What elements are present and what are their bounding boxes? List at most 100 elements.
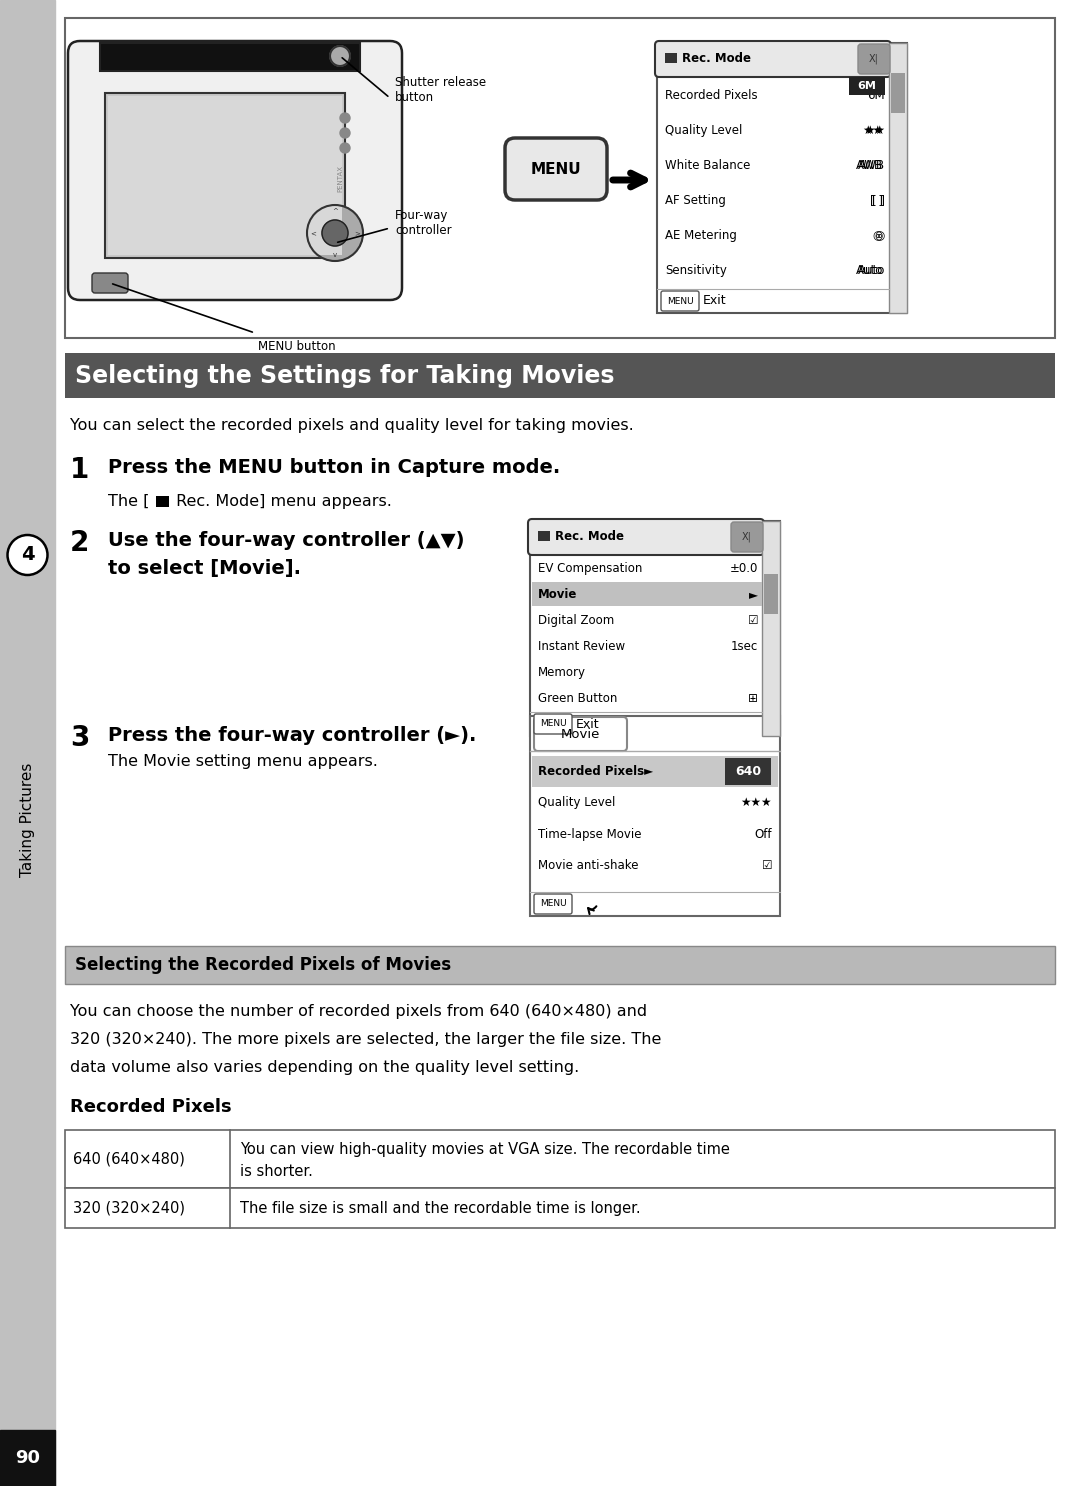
FancyBboxPatch shape	[534, 713, 572, 734]
Text: 2: 2	[70, 529, 90, 557]
Text: PENTAX: PENTAX	[337, 165, 343, 192]
Text: MENU: MENU	[540, 719, 566, 728]
Bar	[100, 43, 360, 71]
Text: ►: ►	[750, 588, 758, 602]
Bar	[0, 1430, 55, 1486]
Text: EV Compensation: EV Compensation	[538, 562, 643, 575]
Text: Instant Review: Instant Review	[538, 640, 625, 652]
Bar	[849, 77, 885, 95]
Text: Four-way
controller: Four-way controller	[395, 210, 451, 236]
Text: 4: 4	[21, 545, 35, 565]
Text: MENU: MENU	[530, 162, 581, 177]
Text: AWB: AWB	[858, 159, 885, 172]
Bar	[657, 43, 907, 314]
Text: AWB: AWB	[855, 159, 883, 172]
Bar	[762, 522, 780, 736]
FancyBboxPatch shape	[654, 42, 891, 77]
Circle shape	[340, 143, 350, 153]
Text: Recorded Pixels: Recorded Pixels	[70, 1098, 231, 1116]
Text: MENU: MENU	[666, 297, 693, 306]
Text: to select [Movie].: to select [Movie].	[108, 559, 301, 578]
Text: ★★: ★★	[864, 123, 885, 137]
Circle shape	[8, 535, 48, 575]
Bar	[538, 531, 550, 541]
Bar	[725, 758, 771, 785]
Text: Memory: Memory	[538, 666, 586, 679]
Text: The file size is small and the recordable time is longer.: The file size is small and the recordabl…	[240, 1201, 640, 1216]
Bar	[532, 583, 762, 606]
Text: 6M: 6M	[867, 89, 885, 103]
Text: v: v	[333, 253, 337, 259]
Text: Movie: Movie	[561, 728, 599, 740]
Bar	[105, 94, 345, 259]
Text: ☑: ☑	[761, 859, 772, 872]
Text: Quality Level: Quality Level	[665, 123, 742, 137]
Text: ±0.0: ±0.0	[730, 562, 758, 575]
Text: 90: 90	[15, 1449, 40, 1467]
Bar	[156, 496, 168, 507]
FancyBboxPatch shape	[68, 42, 402, 300]
Bar	[665, 53, 677, 62]
Text: Shutter release
button: Shutter release button	[395, 76, 486, 104]
Text: [ ]: [ ]	[872, 195, 885, 207]
Bar	[532, 756, 778, 788]
Text: Recorded Pixels: Recorded Pixels	[665, 89, 758, 103]
Text: Movie: Movie	[538, 588, 578, 602]
Text: Use the four-way controller (▲▼): Use the four-way controller (▲▼)	[108, 531, 464, 550]
Text: Press the MENU button in Capture mode.: Press the MENU button in Capture mode.	[108, 458, 561, 477]
Bar	[65, 1187, 1055, 1227]
Text: Exit: Exit	[576, 718, 599, 731]
Text: Exit: Exit	[703, 294, 727, 308]
Text: Sensitivity: Sensitivity	[665, 265, 727, 276]
Text: Rec. Mode: Rec. Mode	[681, 52, 751, 64]
Bar	[65, 1129, 1055, 1187]
Text: ★★★: ★★★	[741, 796, 772, 810]
Bar	[0, 0, 55, 1486]
Text: Recorded Pixels►: Recorded Pixels►	[538, 765, 653, 779]
FancyBboxPatch shape	[534, 895, 572, 914]
Bar	[65, 354, 1055, 398]
Text: Auto: Auto	[855, 265, 883, 276]
Text: data volume also varies depending on the quality level setting.: data volume also varies depending on the…	[70, 1060, 579, 1074]
Text: Time-lapse Movie: Time-lapse Movie	[538, 828, 642, 841]
FancyBboxPatch shape	[731, 522, 762, 551]
Text: Selecting the Settings for Taking Movies: Selecting the Settings for Taking Movies	[75, 364, 615, 388]
Text: ^: ^	[332, 208, 338, 214]
Circle shape	[340, 128, 350, 138]
Circle shape	[340, 113, 350, 123]
Circle shape	[322, 220, 348, 247]
Bar	[891, 73, 905, 113]
Text: 6M: 6M	[858, 82, 877, 91]
Text: X|: X|	[869, 53, 879, 64]
Text: Movie anti-shake: Movie anti-shake	[538, 859, 638, 872]
Text: ☑: ☑	[747, 614, 758, 627]
Text: Press the four-way controller (►).: Press the four-way controller (►).	[108, 727, 476, 744]
Text: X|: X|	[742, 532, 752, 542]
FancyBboxPatch shape	[661, 291, 699, 311]
Text: White Balance: White Balance	[665, 159, 751, 172]
Text: You can view high-quality movies at VGA size. The recordable time: You can view high-quality movies at VGA …	[240, 1143, 730, 1158]
Text: ◎: ◎	[873, 229, 883, 242]
Text: 320 (320×240): 320 (320×240)	[73, 1201, 185, 1216]
FancyBboxPatch shape	[534, 718, 627, 750]
Text: Quality Level: Quality Level	[538, 796, 616, 810]
Circle shape	[330, 46, 350, 65]
Text: 3: 3	[70, 724, 90, 752]
Text: >: >	[354, 230, 360, 236]
Text: ⊞: ⊞	[748, 691, 758, 704]
Circle shape	[307, 205, 363, 262]
Text: You can select the recorded pixels and quality level for taking movies.: You can select the recorded pixels and q…	[70, 418, 634, 432]
Text: AF Setting: AF Setting	[665, 195, 726, 207]
FancyBboxPatch shape	[505, 138, 607, 201]
Bar	[65, 18, 1055, 337]
Text: 1: 1	[70, 456, 90, 484]
Bar	[764, 574, 778, 614]
Text: MENU button: MENU button	[258, 340, 336, 354]
Text: ◎: ◎	[875, 229, 885, 242]
Bar	[530, 716, 780, 915]
Text: Digital Zoom: Digital Zoom	[538, 614, 615, 627]
Text: Rec. Mode: Rec. Mode	[555, 529, 624, 542]
Text: You can choose the number of recorded pixels from 640 (640×480) and: You can choose the number of recorded pi…	[70, 1005, 647, 1019]
Text: Rec. Mode] menu appears.: Rec. Mode] menu appears.	[171, 493, 392, 510]
Bar	[889, 43, 907, 314]
